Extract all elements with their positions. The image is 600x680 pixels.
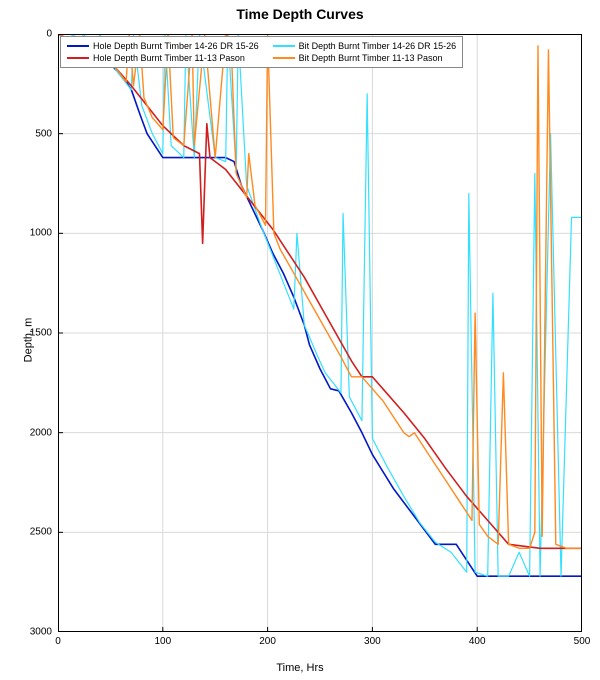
- chart-frame: Time Depth Curves Depth, m Time, Hrs Hol…: [0, 0, 600, 680]
- x-tick-label: 0: [55, 636, 61, 647]
- y-axis-label: Depth, m: [22, 318, 34, 363]
- legend-label: Hole Depth Burnt Timber 14-26 DR 15-26: [93, 40, 259, 52]
- legend-label: Hole Depth Burnt Timber 11-13 Pason: [93, 52, 245, 64]
- legend-swatch: [273, 57, 295, 59]
- legend: Hole Depth Burnt Timber 14-26 DR 15-26Ho…: [60, 36, 463, 68]
- legend-item: Bit Depth Burnt Timber 14-26 DR 15-26: [273, 40, 457, 52]
- legend-label: Bit Depth Burnt Timber 14-26 DR 15-26: [299, 40, 457, 52]
- y-tick-label: 3000: [18, 627, 52, 638]
- legend-label: Bit Depth Burnt Timber 11-13 Pason: [299, 52, 443, 64]
- y-tick-label: 1500: [18, 328, 52, 339]
- x-tick-label: 200: [259, 636, 276, 647]
- x-axis-label: Time, Hrs: [0, 662, 600, 674]
- y-tick-label: 2000: [18, 427, 52, 438]
- legend-item: Bit Depth Burnt Timber 11-13 Pason: [273, 52, 457, 64]
- x-tick-label: 400: [469, 636, 486, 647]
- legend-swatch: [67, 57, 89, 59]
- legend-swatch: [273, 45, 295, 47]
- x-tick-label: 500: [574, 636, 591, 647]
- plot-area: Hole Depth Burnt Timber 14-26 DR 15-26Ho…: [58, 34, 582, 632]
- y-tick-label: 1000: [18, 228, 52, 239]
- chart-svg: [58, 34, 582, 632]
- chart-title: Time Depth Curves: [0, 6, 600, 22]
- y-tick-label: 0: [18, 29, 52, 40]
- legend-item: Hole Depth Burnt Timber 14-26 DR 15-26: [67, 40, 259, 52]
- legend-item: Hole Depth Burnt Timber 11-13 Pason: [67, 52, 259, 64]
- x-tick-label: 100: [154, 636, 171, 647]
- y-tick-label: 500: [18, 128, 52, 139]
- x-tick-label: 300: [364, 636, 381, 647]
- y-tick-label: 2500: [18, 527, 52, 538]
- legend-swatch: [67, 45, 89, 47]
